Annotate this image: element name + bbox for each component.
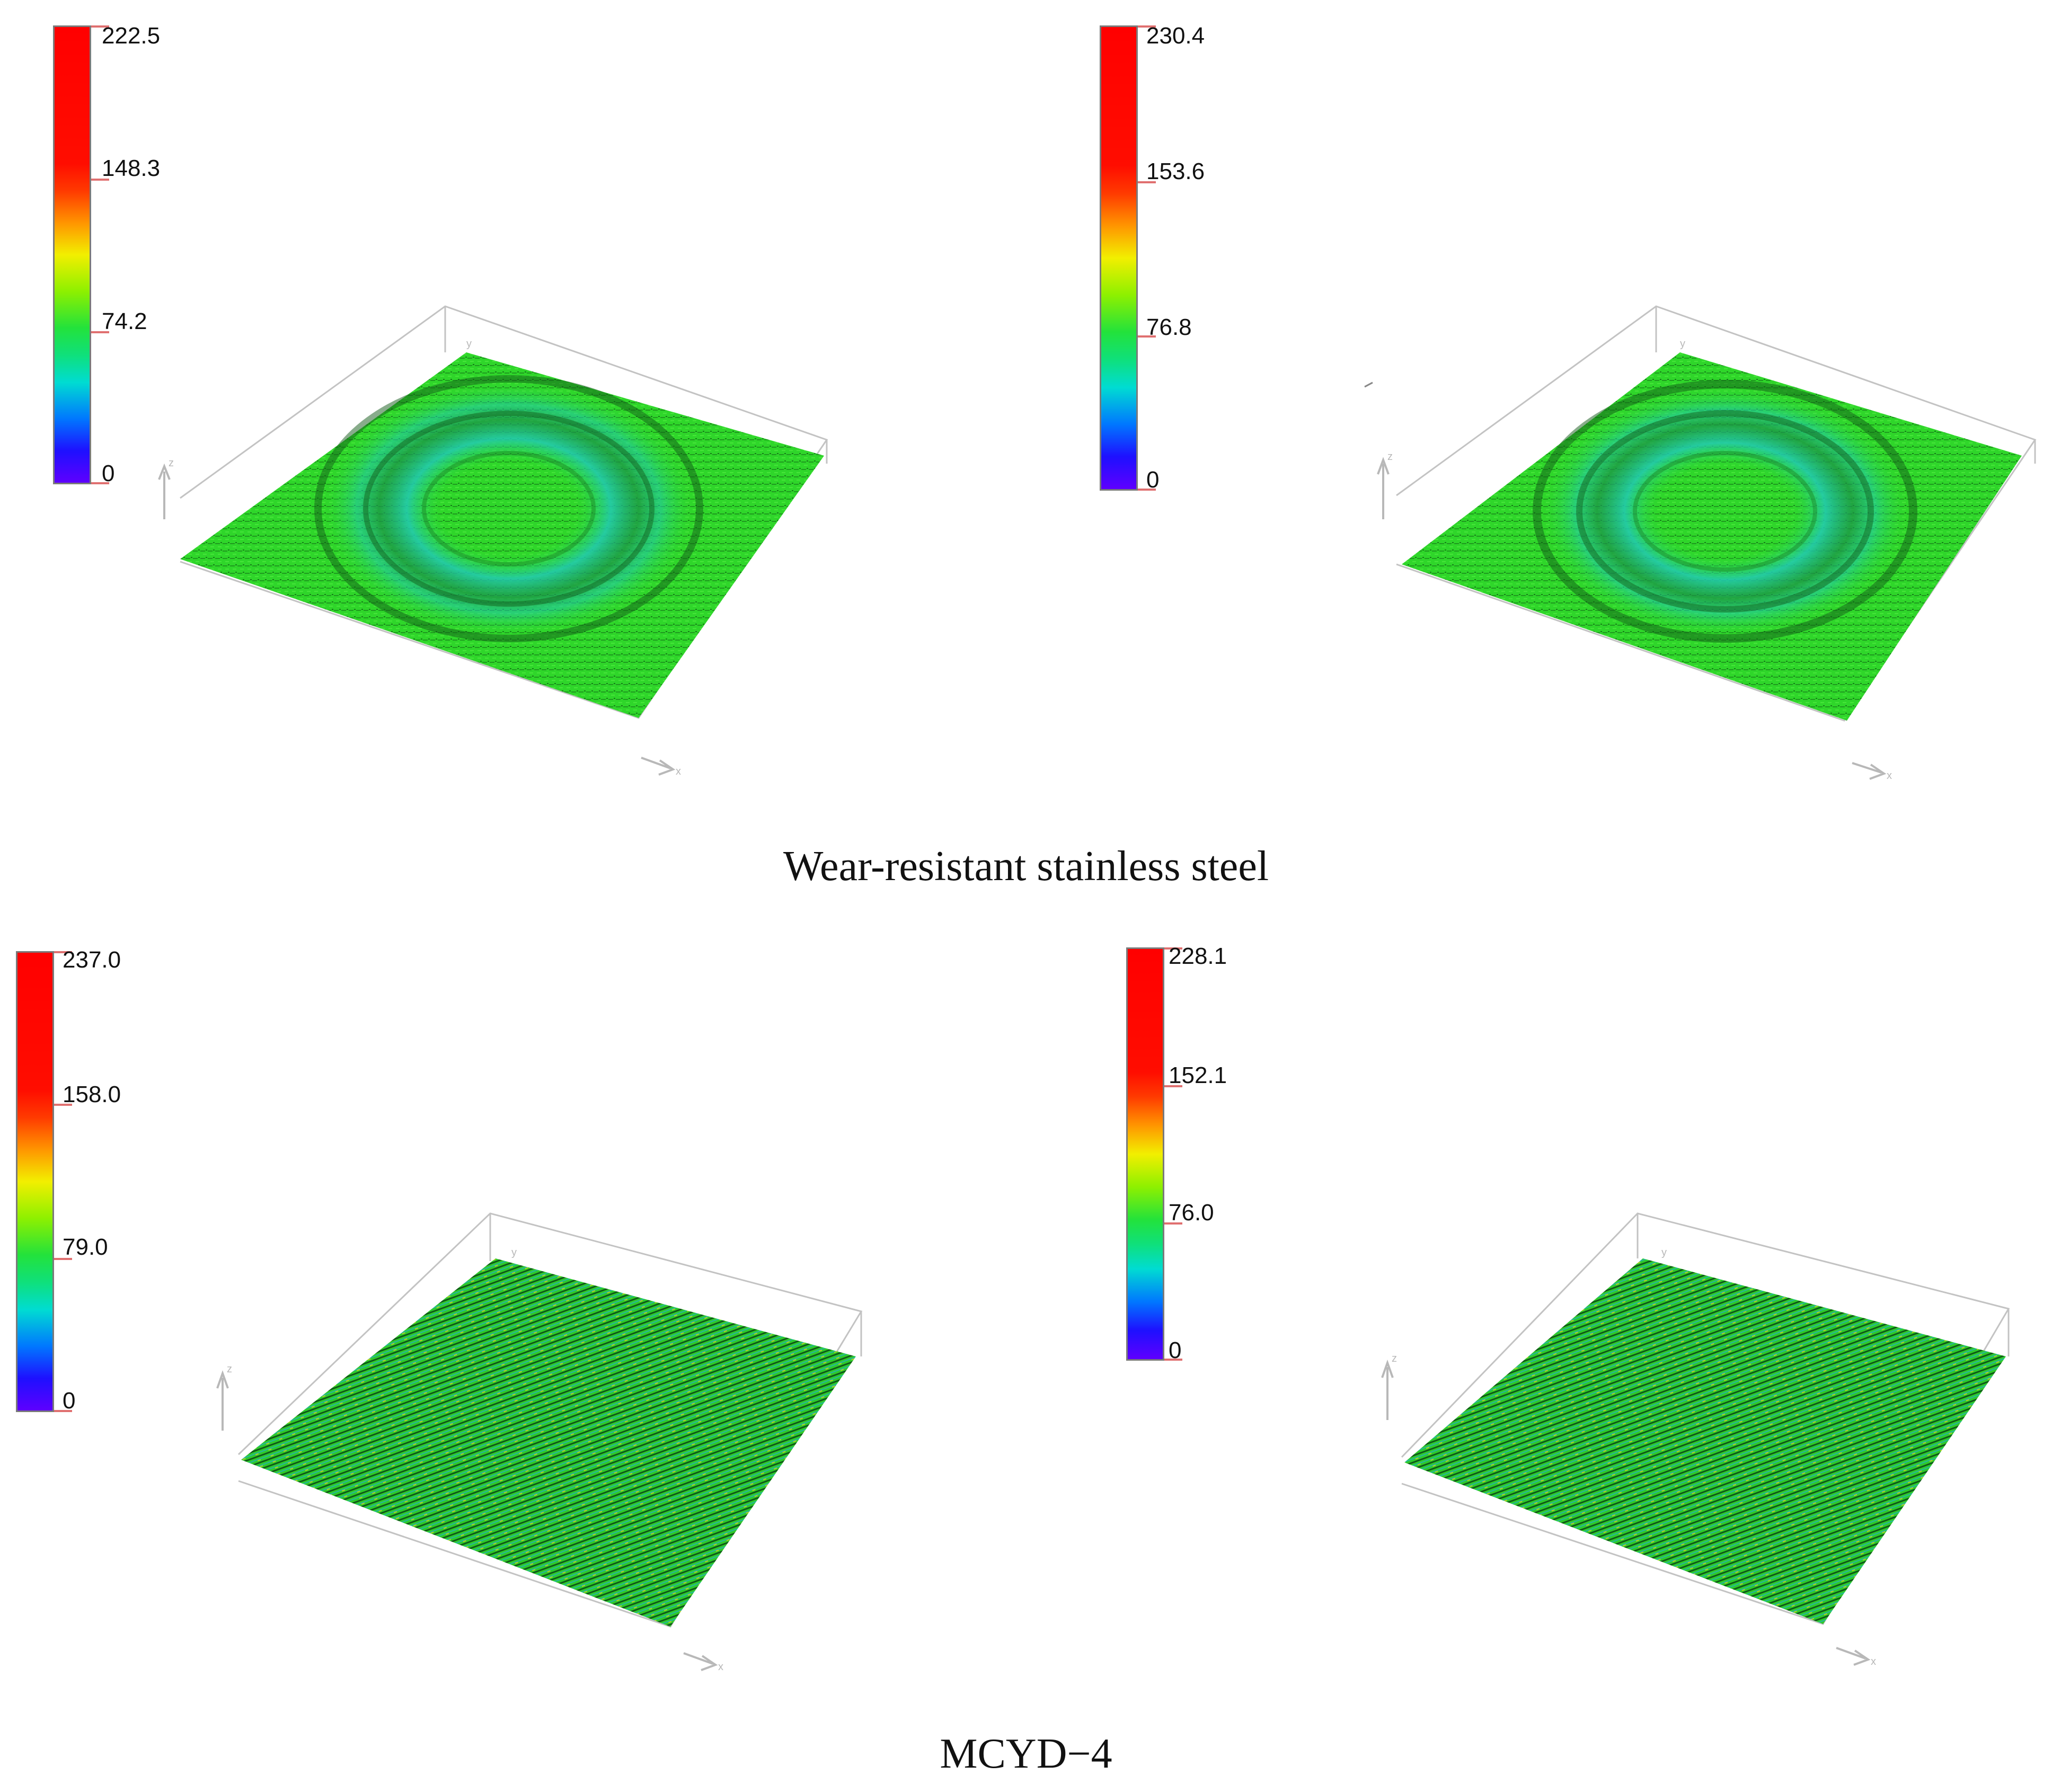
svg-text:z: z	[227, 1363, 232, 1375]
colorbar-tick	[1138, 25, 1156, 28]
colorbar-upper-label: 158.0	[63, 1081, 121, 1107]
colorbar-tick	[91, 25, 109, 28]
surface-b: x y z	[1364, 305, 2037, 782]
colorbar-min-label: 0	[1169, 1337, 1182, 1363]
colorbar-tick	[91, 482, 109, 484]
colorbar-tick	[1164, 1085, 1182, 1087]
colorbar-d	[1126, 947, 1164, 1361]
colorbar-tick	[54, 951, 72, 953]
colorbar-tick	[1138, 489, 1156, 491]
colorbar-tick	[1138, 181, 1156, 183]
colorbar-c	[16, 951, 54, 1412]
striated-surface	[241, 1258, 856, 1627]
colorbar-upper-label: 148.3	[102, 155, 161, 181]
colorbar-tick	[54, 1410, 72, 1412]
svg-text:z: z	[1387, 451, 1393, 463]
colorbar-min-label: 0	[63, 1388, 76, 1414]
colorbar-tick	[54, 1258, 72, 1260]
colorbar-max-label: 222.5	[102, 23, 161, 49]
colorbar-mid-label: 79.0	[63, 1234, 108, 1260]
colorbar-tick	[1164, 947, 1182, 950]
colorbar-mid-label: 74.2	[102, 308, 147, 334]
caption-top: Wear-resistant stainless steel	[783, 843, 1269, 890]
colorbar-min-label: 0	[102, 460, 115, 486]
svg-text:x: x	[718, 1661, 723, 1673]
svg-text:z: z	[169, 457, 174, 469]
wear-track	[323, 382, 694, 636]
colorbar-mid-label: 76.8	[1146, 314, 1192, 340]
surface-c: x y z	[216, 1212, 863, 1673]
svg-text:x: x	[676, 766, 681, 777]
colorbar-upper-label: 152.1	[1169, 1062, 1227, 1088]
colorbar-min-label: 0	[1146, 467, 1160, 493]
colorbar-b	[1100, 25, 1138, 491]
striated-surface	[1404, 1258, 2006, 1624]
colorbar-max-label: 228.1	[1169, 943, 1227, 969]
caption-bottom: MCYD−4	[940, 1731, 1112, 1777]
colorbar-max-label: 230.4	[1146, 23, 1205, 49]
svg-text:x: x	[1887, 770, 1892, 782]
surface-d: x y z	[1381, 1212, 2010, 1667]
svg-text:y: y	[466, 338, 472, 350]
colorbar-tick	[1164, 1359, 1182, 1361]
surface-a: x y z	[158, 305, 828, 777]
colorbar-tick	[91, 179, 109, 181]
wear-track	[1542, 387, 1908, 636]
colorbar-upper-label: 153.6	[1146, 158, 1205, 184]
colorbar-max-label: 237.0	[63, 947, 121, 973]
svg-text:y: y	[1661, 1247, 1667, 1258]
colorbar-tick	[1164, 1222, 1182, 1225]
svg-text:y: y	[1680, 338, 1685, 350]
colorbar-a	[53, 25, 91, 484]
colorbar-mid-label: 76.0	[1169, 1200, 1214, 1226]
colorbar-tick	[91, 331, 109, 333]
svg-text:x: x	[1871, 1656, 1876, 1667]
svg-text:z: z	[1392, 1353, 1397, 1364]
svg-text:y: y	[511, 1247, 517, 1258]
colorbar-tick	[54, 1104, 72, 1106]
colorbar-tick	[1138, 335, 1156, 338]
